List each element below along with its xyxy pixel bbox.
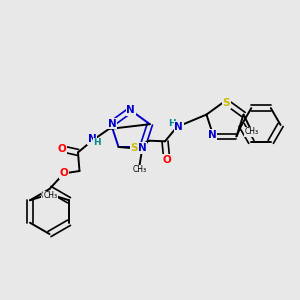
Text: CH₃: CH₃ bbox=[44, 191, 58, 200]
Text: N: N bbox=[126, 105, 135, 115]
Text: N: N bbox=[208, 130, 217, 140]
Text: N: N bbox=[88, 134, 97, 144]
Text: S: S bbox=[130, 143, 138, 153]
Text: O: O bbox=[58, 144, 67, 154]
Text: H: H bbox=[168, 119, 176, 128]
Text: N: N bbox=[108, 118, 117, 129]
Text: S: S bbox=[223, 98, 230, 108]
Text: O: O bbox=[59, 168, 68, 178]
Text: H: H bbox=[93, 138, 101, 147]
Text: CH₃: CH₃ bbox=[132, 165, 147, 174]
Text: CH₃: CH₃ bbox=[41, 191, 55, 200]
Text: N: N bbox=[174, 122, 183, 132]
Text: O: O bbox=[163, 155, 172, 165]
Text: N: N bbox=[137, 143, 146, 153]
Text: CH₃: CH₃ bbox=[244, 127, 258, 136]
